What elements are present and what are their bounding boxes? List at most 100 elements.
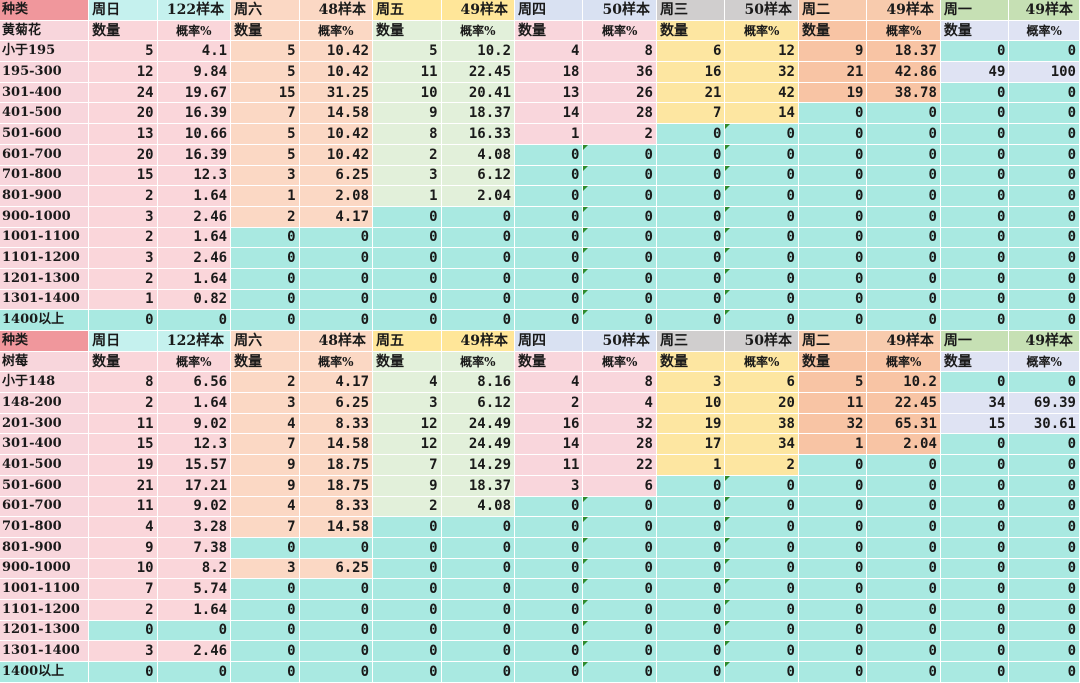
probability-cell[interactable]: 0 [1008,40,1080,63]
count-cell[interactable]: 0 [514,144,584,166]
range-label-cell[interactable]: 1301-1400 [0,289,90,311]
count-cell[interactable]: 9 [88,537,158,559]
day-header-cell[interactable]: 周三 [656,0,726,21]
sample-count-cell[interactable]: 49样本 [866,330,941,352]
probability-cell[interactable]: 1.64 [157,185,232,207]
sample-count-cell[interactable]: 48样本 [299,0,374,21]
count-cell[interactable]: 0 [798,165,868,187]
range-label-cell[interactable]: 1001-1100 [0,227,90,249]
range-label-cell[interactable]: 301-400 [0,433,90,456]
count-cell[interactable]: 0 [514,599,584,621]
probability-cell[interactable]: 0 [582,640,657,662]
probability-cell[interactable]: 42 [724,82,799,104]
count-cell[interactable]: 3 [88,247,158,269]
probability-cell[interactable]: 0 [582,268,657,290]
probability-cell[interactable]: 10.42 [299,123,374,145]
probability-cell[interactable]: 16.39 [157,102,232,125]
probability-cell[interactable]: 0 [582,516,657,538]
count-cell[interactable]: 0 [656,578,726,600]
count-cell[interactable]: 0 [940,496,1010,518]
probability-subheader-cell[interactable]: 概率% [157,20,232,42]
count-cell[interactable]: 4 [514,40,584,63]
probability-subheader-cell[interactable]: 概率% [1008,20,1080,42]
count-cell[interactable]: 9 [798,40,868,63]
count-subheader-cell[interactable]: 数量 [230,351,300,373]
count-cell[interactable]: 0 [940,640,1010,662]
probability-cell[interactable]: 4.17 [299,371,374,394]
count-cell[interactable]: 0 [656,289,726,311]
count-cell[interactable]: 0 [798,537,868,559]
probability-cell[interactable]: 2.46 [157,247,232,269]
probability-cell[interactable]: 0 [724,268,799,290]
count-cell[interactable]: 0 [656,537,726,559]
count-cell[interactable]: 1 [88,289,158,311]
probability-cell[interactable]: 0 [866,247,941,269]
probability-cell[interactable]: 0 [157,309,232,331]
probability-cell[interactable]: 24.49 [441,413,516,435]
probability-cell[interactable]: 0 [866,289,941,311]
probability-cell[interactable]: 3.28 [157,516,232,538]
range-label-cell[interactable]: 1400以上 [0,661,90,683]
count-cell[interactable]: 0 [514,227,584,249]
count-cell[interactable]: 0 [372,558,442,580]
count-cell[interactable]: 3 [372,392,442,414]
probability-subheader-cell[interactable]: 概率% [724,20,799,42]
count-cell[interactable]: 21 [88,475,158,497]
count-cell[interactable]: 0 [656,268,726,290]
count-cell[interactable]: 0 [656,620,726,642]
probability-cell[interactable]: 0 [1008,268,1080,290]
probability-cell[interactable]: 0 [299,268,374,290]
probability-cell[interactable]: 18.37 [441,102,516,125]
count-cell[interactable]: 0 [940,289,1010,311]
probability-cell[interactable]: 69.39 [1008,392,1080,414]
probability-cell[interactable]: 0 [866,144,941,166]
probability-cell[interactable]: 0 [299,599,374,621]
probability-subheader-cell[interactable]: 概率% [299,20,374,42]
sample-count-cell[interactable]: 122样本 [157,0,232,21]
probability-cell[interactable]: 12 [724,40,799,63]
probability-cell[interactable]: 0 [582,144,657,166]
range-label-cell[interactable]: 900-1000 [0,206,90,228]
probability-cell[interactable]: 0 [582,578,657,600]
probability-cell[interactable]: 0 [1008,475,1080,497]
probability-cell[interactable]: 2.04 [866,433,941,456]
probability-cell[interactable]: 4.08 [441,144,516,166]
count-cell[interactable]: 4 [514,371,584,394]
probability-cell[interactable]: 0.82 [157,289,232,311]
count-cell[interactable]: 15 [230,82,300,104]
count-cell[interactable]: 0 [656,165,726,187]
count-cell[interactable]: 0 [798,516,868,538]
count-cell[interactable]: 0 [656,185,726,207]
count-cell[interactable]: 0 [88,661,158,683]
count-cell[interactable]: 8 [372,123,442,145]
count-cell[interactable]: 21 [656,82,726,104]
count-subheader-cell[interactable]: 数量 [798,351,868,373]
count-cell[interactable]: 0 [940,185,1010,207]
probability-cell[interactable]: 0 [299,309,374,331]
probability-cell[interactable]: 34 [724,433,799,456]
probability-cell[interactable]: 0 [724,558,799,580]
probability-cell[interactable]: 8 [582,371,657,394]
sample-count-cell[interactable]: 49样本 [441,0,516,21]
count-cell[interactable]: 0 [940,475,1010,497]
range-label-cell[interactable]: 小于195 [0,40,90,63]
probability-cell[interactable]: 38 [724,413,799,435]
count-cell[interactable]: 17 [656,433,726,456]
probability-cell[interactable]: 0 [299,537,374,559]
count-cell[interactable]: 3 [230,558,300,580]
count-cell[interactable]: 7 [372,454,442,476]
count-cell[interactable]: 0 [514,268,584,290]
probability-cell[interactable]: 0 [724,620,799,642]
probability-cell[interactable]: 0 [724,227,799,249]
count-cell[interactable]: 10 [372,82,442,104]
count-cell[interactable]: 0 [372,309,442,331]
probability-cell[interactable]: 2.46 [157,206,232,228]
count-cell[interactable]: 0 [940,558,1010,580]
probability-cell[interactable]: 4.1 [157,40,232,63]
probability-cell[interactable]: 0 [724,578,799,600]
probability-cell[interactable]: 22 [582,454,657,476]
probability-cell[interactable]: 0 [724,289,799,311]
count-cell[interactable]: 0 [940,454,1010,476]
probability-cell[interactable]: 4 [582,392,657,414]
count-cell[interactable]: 12 [88,61,158,83]
